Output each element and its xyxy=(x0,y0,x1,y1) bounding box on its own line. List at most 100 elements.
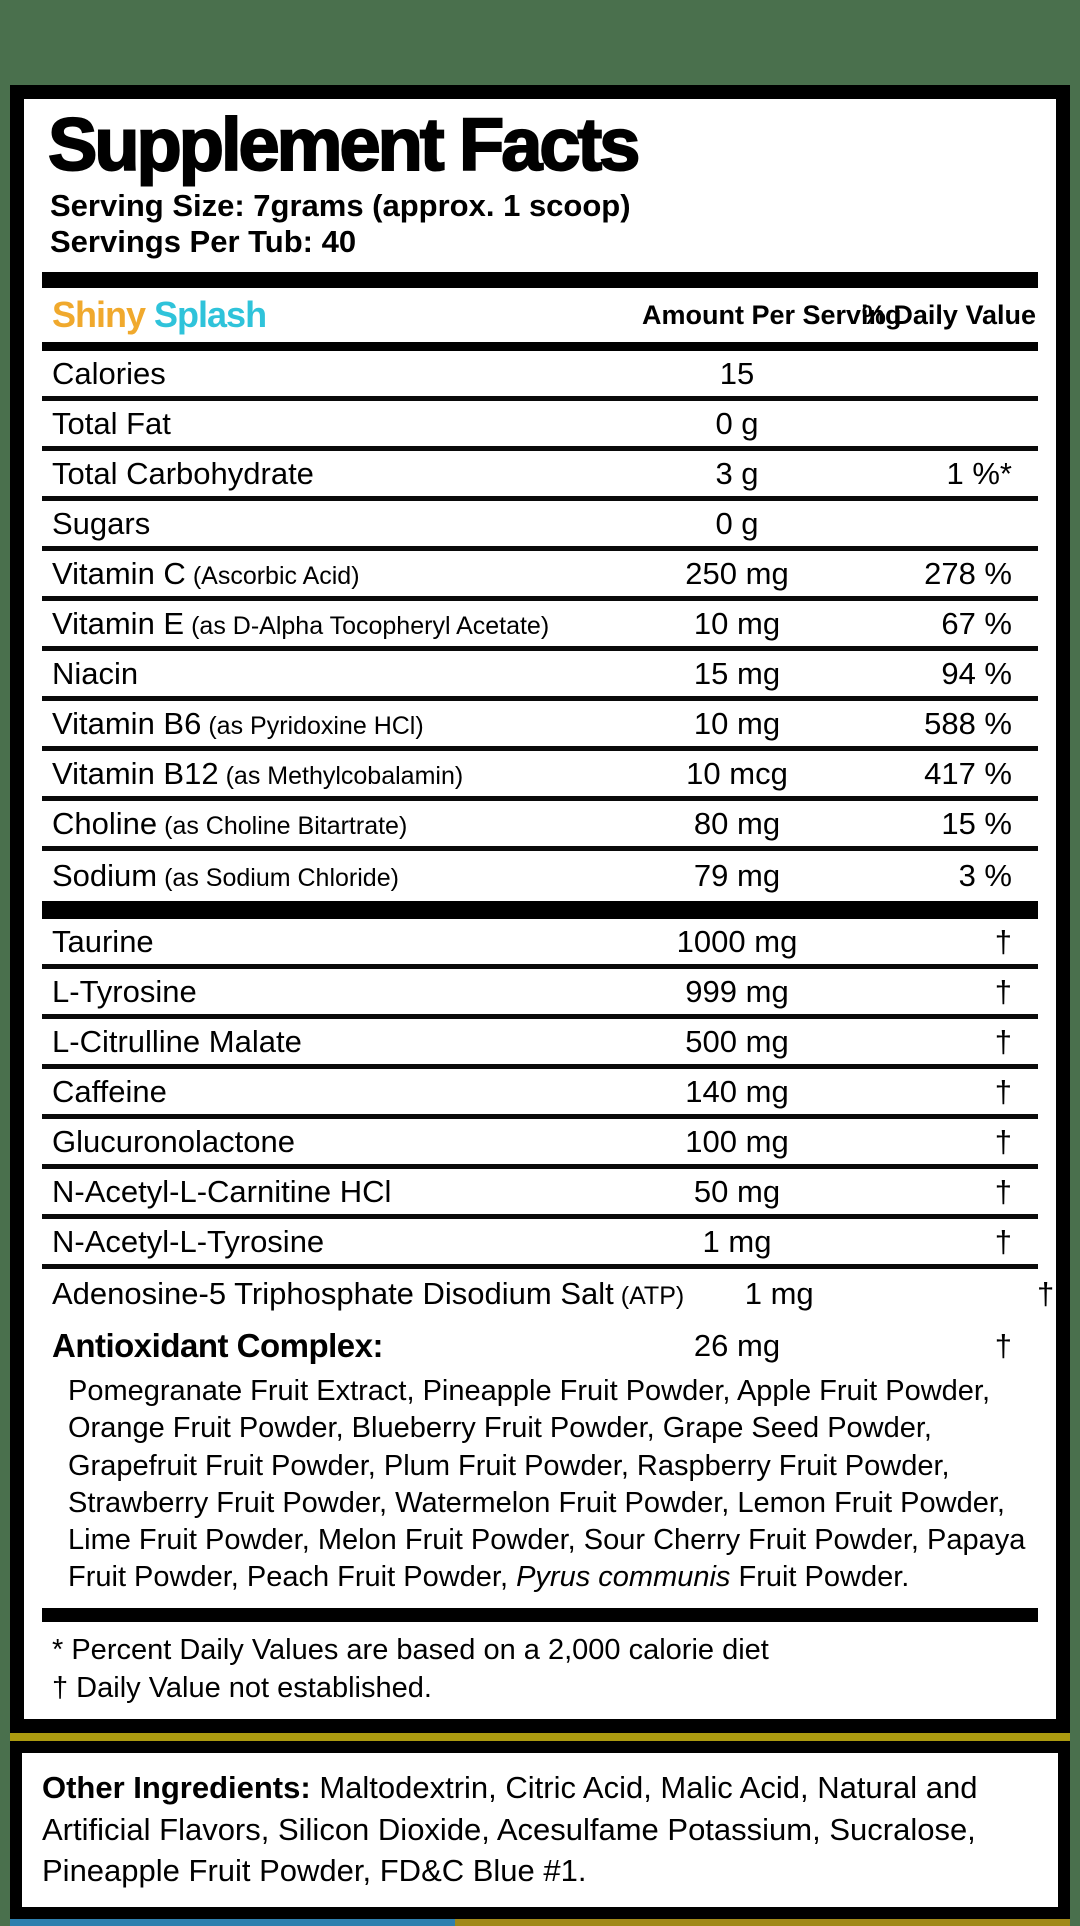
amount-per-serving: 500 mg xyxy=(685,1023,789,1059)
amount-per-serving: 26 mg xyxy=(693,1328,781,1364)
column-header-row: Shiny Splash Amount Per Serving % Daily … xyxy=(42,288,1038,342)
daily-value: 588 % xyxy=(924,705,1012,741)
amount-per-serving: 15 xyxy=(719,355,755,391)
ingredient-name: Vitamin B12 xyxy=(52,755,219,791)
other-ingredients-label: Other Ingredients: xyxy=(42,1770,311,1806)
daily-value: † xyxy=(994,1328,1012,1364)
daily-value: 278 % xyxy=(924,555,1012,591)
amount-per-serving: 3 g xyxy=(715,455,759,491)
ingredient-form: (as Pyridoxine HCl) xyxy=(208,711,424,740)
footnote-divider xyxy=(42,1608,1038,1623)
flavor-word-splash: Splash xyxy=(154,294,267,336)
ingredient-name: Glucuronolactone xyxy=(52,1123,295,1159)
daily-value: † xyxy=(1036,1276,1055,1312)
ingredient-form: (ATP) xyxy=(620,1282,685,1311)
ingredient-name: Vitamin C xyxy=(52,555,186,591)
amount-column-header: Amount Per Serving xyxy=(642,299,902,330)
ingredient-name: L-Tyrosine xyxy=(52,973,197,1009)
amount-per-serving: 80 mg xyxy=(693,805,781,841)
amount-per-serving: 10 mcg xyxy=(686,755,788,791)
table-row: Adenosine-5 Triphosphate Disodium Salt (A… xyxy=(42,1269,1054,1319)
thin-divider xyxy=(42,342,1038,352)
servings-per-tub-line: Servings Per Tub: 40 xyxy=(50,224,357,260)
ingredient-name: Taurine xyxy=(52,923,154,959)
bottom-accent-stripe xyxy=(10,1919,1070,1926)
table-row: Total Fat 0 g xyxy=(42,401,1038,452)
table-row: Caffeine 140 mg † xyxy=(42,1069,1038,1120)
table-row: Taurine 1000 mg † xyxy=(42,919,1038,970)
table-row: Calories 15 xyxy=(42,351,1038,402)
ingredient-form: (as Choline Bitartrate) xyxy=(164,811,408,840)
daily-value: 15 % xyxy=(941,805,1012,841)
table-row: L-Tyrosine 999 mg † xyxy=(42,969,1038,1020)
latin-species-name: Pyrus communis xyxy=(516,1560,731,1593)
table-row: Choline (as Choline Bitartrate) 80 mg 15 % xyxy=(42,801,1038,852)
amount-per-serving: 100 mg xyxy=(685,1123,789,1159)
table-row: Vitamin B6 (as Pyridoxine HCl) 10 mg 588 % xyxy=(42,701,1038,752)
table-row: Sugars 0 g xyxy=(42,501,1038,552)
daily-value: 94 % xyxy=(941,655,1012,691)
table-row: Glucuronolactone 100 mg † xyxy=(42,1119,1038,1170)
other-ingredients-panel: Other Ingredients: Maltodextrin, Citric … xyxy=(10,1741,1070,1920)
table-row: N-Acetyl-L-Carnitine HCl 50 mg † xyxy=(42,1169,1038,1220)
amount-per-serving: 1 mg xyxy=(744,1276,814,1312)
daily-value: † xyxy=(994,973,1012,1009)
amount-per-serving: 10 mg xyxy=(693,705,781,741)
ingredient-name: Total Fat xyxy=(52,405,171,441)
ingredient-name: Niacin xyxy=(52,655,139,691)
amount-per-serving: 1 mg xyxy=(702,1223,772,1259)
daily-value: † xyxy=(994,1073,1012,1109)
daily-value: 1 %* xyxy=(946,455,1012,491)
divider-stripe xyxy=(10,1733,1070,1742)
table-row: Total Carbohydrate 3 g 1 %* xyxy=(42,451,1038,502)
ingredient-name: N-Acetyl-L-Tyrosine xyxy=(52,1223,325,1259)
percent-daily-value-footnote: * Percent Daily Values are based on a 2,… xyxy=(52,1634,769,1667)
daily-value: † xyxy=(994,1173,1012,1209)
ingredient-name: N-Acetyl-L-Carnitine HCl xyxy=(52,1173,392,1209)
amount-per-serving: 0 g xyxy=(715,405,759,441)
panel-title: Supplement Facts xyxy=(47,103,641,186)
other-ingredients-list: Maltodextrin, Citric Acid, Malic Acid, N… xyxy=(42,1770,978,1888)
ingredient-name: Vitamin B6 xyxy=(52,705,202,741)
table-row: Niacin 15 mg 94 % xyxy=(42,651,1038,702)
table-row: Sodium (as Sodium Chloride) 79 mg 3 % xyxy=(42,851,1038,901)
table-row: L-Citrulline Malate 500 mg † xyxy=(42,1019,1038,1070)
amount-per-serving: 999 mg xyxy=(685,973,789,1009)
ingredient-name: Total Carbohydrate xyxy=(52,455,314,491)
daily-value: 3 % xyxy=(958,858,1012,894)
amount-per-serving: 140 mg xyxy=(685,1073,789,1109)
amount-per-serving: 79 mg xyxy=(693,858,781,894)
antioxidant-complex-row: Antioxidant Complex: 26 mg † xyxy=(42,1319,1038,1373)
thick-divider xyxy=(42,272,1038,289)
ingredient-form: (Ascorbic Acid) xyxy=(192,561,360,590)
table-row: N-Acetyl-L-Tyrosine 1 mg † xyxy=(42,1219,1038,1270)
flavor-name: Shiny Splash xyxy=(42,294,642,336)
ingredient-name: Adenosine-5 Triphosphate Disodium Salt xyxy=(52,1276,614,1312)
serving-size-line: Serving Size: 7grams (approx. 1 scoop) xyxy=(50,188,631,224)
ingredient-name: Calories xyxy=(52,355,166,391)
table-row: Vitamin E (as D-Alpha Tocopheryl Acetate)… xyxy=(42,601,1038,652)
daily-value: 417 % xyxy=(924,755,1012,791)
nutrient-rows-section: Calories 15 Total Fat 0 g Total Carbohydrate… xyxy=(42,351,1038,901)
daily-value: † xyxy=(994,1223,1012,1259)
ingredient-name: Antioxidant Complex: xyxy=(52,1327,384,1365)
flavor-word-shiny: Shiny xyxy=(52,294,146,336)
ingredient-name: Sugars xyxy=(52,505,151,541)
antioxidant-ingredients-tail: Fruit Powder. xyxy=(730,1560,910,1593)
daily-value: 67 % xyxy=(941,605,1012,641)
ingredient-form: (as Sodium Chloride) xyxy=(164,864,399,893)
antioxidant-ingredients-text: Pomegranate Fruit Extract, Pineapple Fru… xyxy=(68,1375,1026,1593)
daily-value-not-established-footnote: † Daily Value not established. xyxy=(52,1671,432,1704)
ingredient-form: (as Methylcobalamin) xyxy=(225,761,464,790)
antioxidant-ingredients: Pomegranate Fruit Extract, Pineapple Fru… xyxy=(42,1373,1038,1608)
ingredient-name: Caffeine xyxy=(52,1073,167,1109)
ingredient-name: Vitamin E xyxy=(52,605,185,641)
amount-per-serving: 50 mg xyxy=(693,1173,781,1209)
amount-per-serving: 1000 mg xyxy=(676,923,798,959)
amount-per-serving: 10 mg xyxy=(693,605,781,641)
amount-per-serving: 15 mg xyxy=(693,655,781,691)
daily-value: † xyxy=(994,923,1012,959)
ingredient-form: (as D-Alpha Tocopheryl Acetate) xyxy=(191,611,550,640)
table-row: Vitamin C (Ascorbic Acid) 250 mg 278 % xyxy=(42,551,1038,602)
